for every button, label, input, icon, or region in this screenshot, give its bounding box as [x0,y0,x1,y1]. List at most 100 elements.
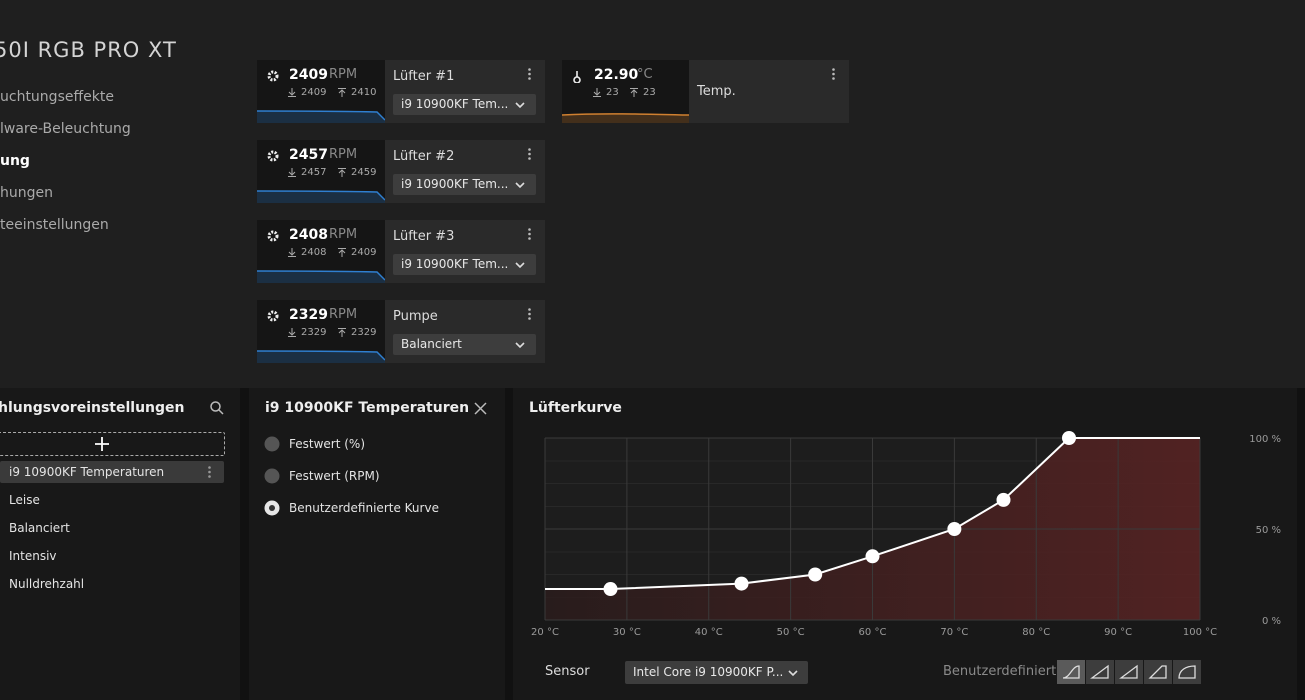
radio [264,500,280,516]
card-stats: 22.90 °C 23 23 [562,60,689,123]
source-dropdown[interactable]: Balanciert [393,334,536,355]
max-value: 2410 [351,87,377,98]
max-value: 23 [643,87,656,98]
search-icon [210,401,224,415]
unit: °C [637,67,653,82]
max-icon [630,88,638,97]
curve-shape-button[interactable] [1173,660,1201,684]
dropdown-text: i9 10900KF Tem... [401,177,509,191]
card-stats: 2408 RPM 2408 2409 [257,220,385,283]
panel-title: hlungsvoreinstellungen [0,400,185,416]
nav-item[interactable]: ung [0,153,30,169]
current-value: 2409 [289,67,328,83]
dropdown-text: i9 10900KF Tem... [401,97,509,111]
sensor-dropdown[interactable]: Intel Core i9 10900KF P... [625,661,808,684]
max-icon [338,328,346,337]
dropdown-text: Intel Core i9 10900KF P... [633,665,784,679]
chevron [515,182,525,189]
card-name: Lüfter #1 [393,69,455,84]
shape-icon [1062,665,1080,679]
radio [264,436,280,452]
card-stats: 2457 RPM 2457 2459 [257,140,385,203]
chevron [515,342,525,349]
sparkline [562,113,689,123]
close-icon [474,402,487,415]
max-icon [338,248,346,257]
preset-label: Balanciert [9,521,70,535]
fan-card: 2408 RPM 2408 2409 Lüfter #3 i9 10900KF Tem..… [257,220,545,283]
card-icon [267,230,279,242]
card-name: Lüfter #2 [393,149,455,164]
chevron [515,102,525,109]
preset-item[interactable]: Intensiv [0,545,224,567]
current-value: 22.90 [594,67,639,83]
mode-option[interactable]: Benutzerdefinierte Kurve [264,500,484,518]
preset-label: Intensiv [9,549,57,563]
card-stats: 2329 RPM 2329 2329 [257,300,385,363]
plus-icon [95,437,109,451]
chevron [788,670,798,677]
shape-icon [1090,664,1109,679]
min-value: 2409 [301,87,327,98]
fan-card: 2409 RPM 2409 2410 Lüfter #1 i9 10900KF Tem..… [257,60,545,123]
card-name: Pumpe [393,309,438,324]
nav-item[interactable]: uchtungseffekte [0,89,114,105]
add-preset[interactable] [0,432,225,456]
kebab [528,308,531,320]
min-value: 23 [606,87,619,98]
preset-label: Leise [9,493,40,507]
min-value: 2408 [301,247,327,258]
shape-icon [1119,664,1138,679]
fan-card: 2329 RPM 2329 2329 Pumpe Balanciert [257,300,545,363]
unit: RPM [329,67,358,82]
max-icon [338,88,346,97]
shape-icon [1148,665,1167,679]
preset-item[interactable]: i9 10900KF Temperaturen [0,461,224,483]
kebab [528,148,531,160]
min-icon [288,168,296,177]
min-value: 2457 [301,167,327,178]
curve-panel [513,388,1297,700]
option-label: Benutzerdefinierte Kurve [289,501,439,515]
sparkline [257,190,385,203]
unit: RPM [329,227,358,242]
sensor-label: Sensor [545,664,590,679]
sparkline [257,270,385,283]
mode-panel [249,388,505,700]
max-icon [338,168,346,177]
sparkline [257,110,385,123]
curve-shape-button[interactable] [1057,660,1085,684]
min-icon [593,88,601,97]
kebab [528,228,531,240]
max-value: 2459 [351,167,377,178]
card-icon [573,71,581,83]
curve-shape-button[interactable] [1086,660,1114,684]
source-dropdown[interactable]: i9 10900KF Tem... [393,174,536,195]
preset-item[interactable]: Leise [0,489,224,511]
min-icon [288,88,296,97]
curve-shape-button[interactable] [1115,660,1143,684]
option-label: Festwert (%) [289,437,366,451]
device-title: 50I RGB PRO XT [0,38,177,62]
max-value: 2329 [351,327,377,338]
fan-card: 2457 RPM 2457 2459 Lüfter #2 i9 10900KF Tem..… [257,140,545,203]
nav-item[interactable]: hungen [0,185,53,201]
current-value: 2329 [289,307,328,323]
nav-item[interactable]: teeinstellungen [0,217,109,233]
kebab [528,68,531,80]
max-value: 2409 [351,247,377,258]
mode-option[interactable]: Festwert (%) [264,436,484,454]
source-dropdown[interactable]: i9 10900KF Tem... [393,254,536,275]
card-name: Temp. [697,84,736,99]
radio [264,468,280,484]
preset-item[interactable]: Balanciert [0,517,224,539]
source-dropdown[interactable]: i9 10900KF Tem... [393,94,536,115]
preset-item[interactable]: Nulldrehzahl [0,573,224,595]
card-icon [267,150,279,162]
mode-option[interactable]: Festwert (RPM) [264,468,484,486]
shape-icon [1178,665,1196,679]
option-label: Festwert (RPM) [289,469,380,483]
nav-item[interactable]: lware-Beleuchtung [0,121,131,137]
curve-shape-button[interactable] [1144,660,1172,684]
